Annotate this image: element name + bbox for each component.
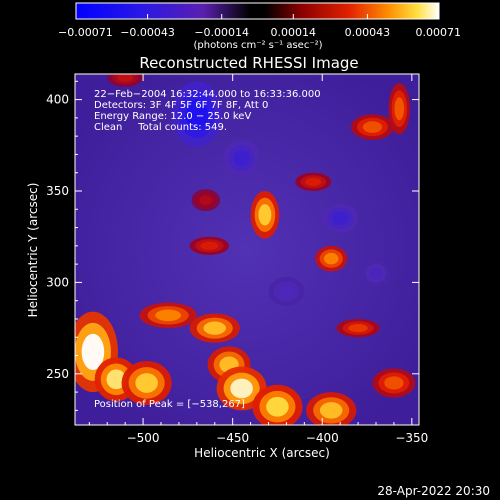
colorbar-ticks: −0.00071 −0.00043 −0.00014 0.00014 0.00043 0.… <box>58 14 461 39</box>
annotation-line: Clean Total counts: 549. <box>94 122 227 133</box>
colorbar-tick-label: 0.00071 <box>416 26 462 39</box>
colorbar-tick-label: −0.00014 <box>194 26 249 39</box>
x-tick-label: −350 <box>395 431 428 445</box>
colorbar-tick-label: 0.00014 <box>271 26 317 39</box>
heatmap-blob <box>185 99 209 130</box>
heatmap-blob <box>203 321 227 335</box>
y-tick-label: 250 <box>46 367 69 381</box>
heatmap-blob <box>266 396 289 417</box>
heatmap-blob <box>117 74 134 82</box>
annotation-line: Energy Range: 12.0 − 25.0 keV <box>94 111 251 122</box>
heatmap-blob <box>135 373 158 393</box>
y-tick-label: 350 <box>46 184 69 198</box>
plot-frame <box>74 73 420 426</box>
y-tick-label: 300 <box>46 275 69 289</box>
heatmap-blob <box>394 97 405 121</box>
x-axis-label: Heliocentric X (arcsec) <box>194 446 330 460</box>
heatmap-blob <box>369 267 383 280</box>
heatmap-blob <box>319 402 343 419</box>
heatmap-hotspots <box>75 74 416 425</box>
colorbar-gradient <box>75 2 440 20</box>
heatmap-blob <box>332 211 349 226</box>
heatmap-blob <box>362 121 383 133</box>
heatmap-blob <box>199 195 213 206</box>
heatmap-blob <box>81 333 105 370</box>
peak-position-label: Position of Peak = [−538,267] <box>94 399 245 410</box>
x-tick-label: −500 <box>127 431 160 445</box>
colorbar-tick-label: −0.00043 <box>120 26 175 39</box>
heatmap-blob <box>155 309 182 322</box>
colorbar-unit-label: (photons cm⁻² s⁻¹ asec⁻²) <box>193 40 322 51</box>
y-axis-label: Heliocentric Y (arcsec) <box>26 183 40 318</box>
x-tick-label: −450 <box>216 431 249 445</box>
heatmap-blob <box>200 241 219 250</box>
plot-area: −500 −450 −400 −350 250 300 350 400 <box>46 73 428 445</box>
heatmap-blob <box>233 149 250 167</box>
annotation-line: Detectors: 3F 4F 5F 6F 7F 8F, Att 0 <box>94 100 268 111</box>
chart-title: Reconstructed RHESSI Image <box>139 54 358 72</box>
x-axis-ticks: −500 −450 −400 −350 <box>88 74 428 445</box>
colorbar-tick-label: −0.00071 <box>58 26 113 39</box>
heatmap-blob <box>305 177 322 186</box>
heatmap-blob <box>278 284 295 299</box>
annotation-line: 22−Feb−2004 16:32:44.000 to 16:33:36.000 <box>94 89 321 100</box>
colorbar-tick-label: 0.00043 <box>345 26 391 39</box>
timestamp: 28-Apr-2022 20:30 <box>377 484 490 498</box>
heatmap-blob <box>384 376 404 390</box>
heatmap-blob <box>106 369 126 390</box>
y-axis-ticks: 250 300 350 400 <box>46 80 419 411</box>
info-annotations: 22−Feb−2004 16:32:44.000 to 16:33:36.000… <box>94 89 321 133</box>
heatmap-blob <box>348 323 368 333</box>
x-tick-label: −400 <box>306 431 339 445</box>
heatmap-blob <box>258 204 272 226</box>
heatmap-blob <box>230 378 253 399</box>
heatmap-blob <box>323 252 339 265</box>
colorbar: −0.00071 −0.00043 −0.00014 0.00014 0.00043 0.… <box>58 2 461 51</box>
y-tick-label: 400 <box>46 93 69 107</box>
